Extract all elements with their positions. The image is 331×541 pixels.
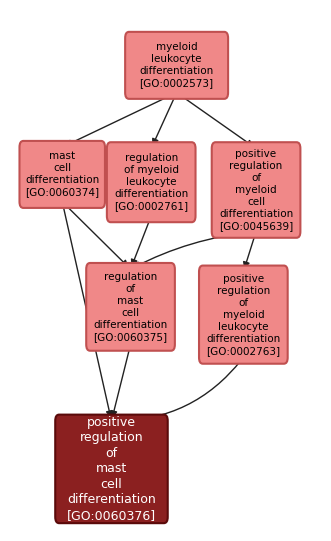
Text: regulation
of
mast
cell
differentiation
[GO:0060375]: regulation of mast cell differentiation … xyxy=(93,272,168,342)
Text: myeloid
leukocyte
differentiation
[GO:0002573]: myeloid leukocyte differentiation [GO:00… xyxy=(139,42,214,88)
Text: positive
regulation
of
myeloid
cell
differentiation
[GO:0045639]: positive regulation of myeloid cell diff… xyxy=(219,149,293,231)
FancyBboxPatch shape xyxy=(86,263,175,351)
FancyBboxPatch shape xyxy=(125,32,228,99)
FancyBboxPatch shape xyxy=(20,141,105,208)
Text: positive
regulation
of
mast
cell
differentiation
[GO:0060376]: positive regulation of mast cell differe… xyxy=(67,416,156,522)
FancyBboxPatch shape xyxy=(55,414,168,523)
FancyBboxPatch shape xyxy=(212,142,301,238)
Text: positive
regulation
of
myeloid
leukocyte
differentiation
[GO:0002763]: positive regulation of myeloid leukocyte… xyxy=(206,274,280,355)
FancyBboxPatch shape xyxy=(199,266,288,364)
FancyBboxPatch shape xyxy=(107,142,196,222)
Text: mast
cell
differentiation
[GO:0060374]: mast cell differentiation [GO:0060374] xyxy=(25,151,99,197)
Text: regulation
of myeloid
leukocyte
differentiation
[GO:0002761]: regulation of myeloid leukocyte differen… xyxy=(114,153,188,211)
